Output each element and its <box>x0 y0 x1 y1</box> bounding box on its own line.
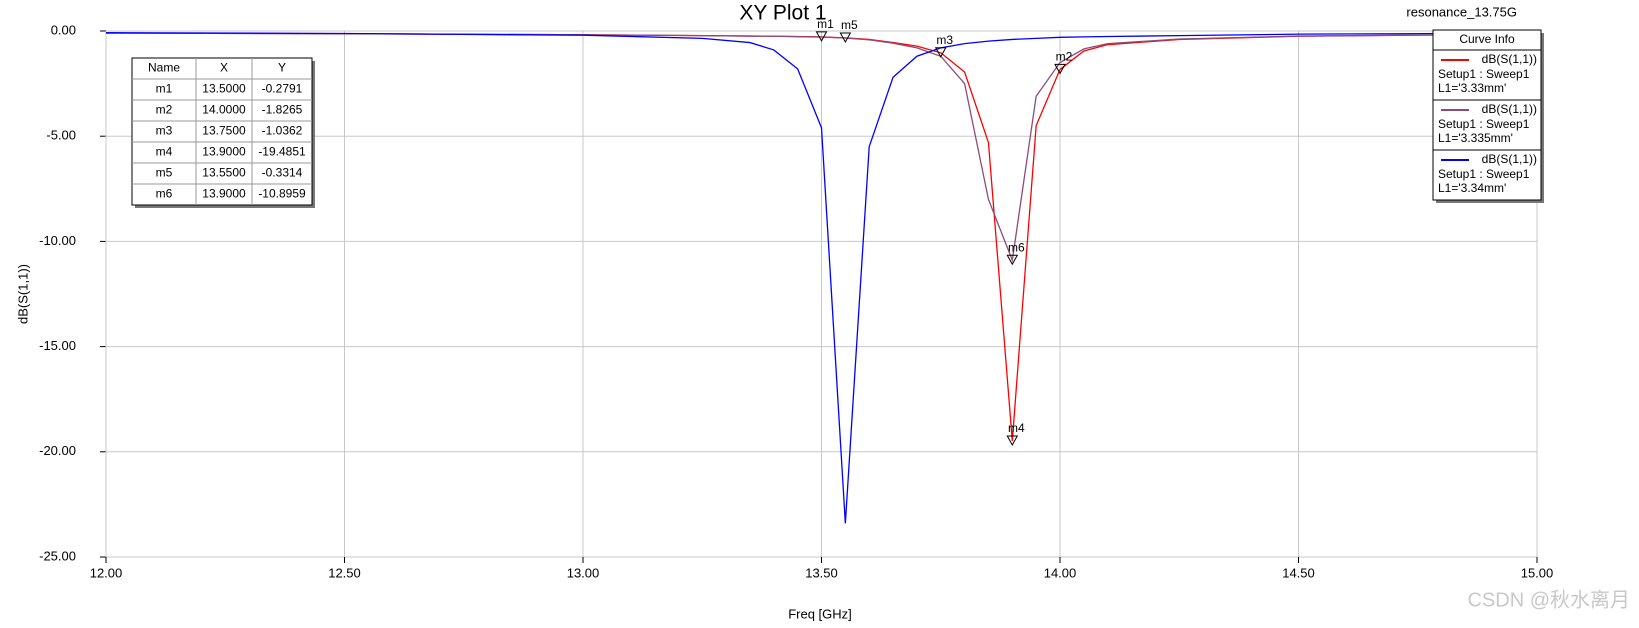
table-cell: -10.8959 <box>258 187 306 201</box>
table-cell: m5 <box>156 166 173 180</box>
marker-label: m5 <box>841 18 858 32</box>
y-tick-label: -20.00 <box>39 443 76 458</box>
table-cell: 13.5500 <box>202 166 246 180</box>
table-cell: m4 <box>156 145 173 159</box>
table-cell: 13.5000 <box>202 82 246 96</box>
x-tick-label: 13.50 <box>805 565 838 580</box>
marker-label: m6 <box>1008 240 1025 254</box>
table-cell: -0.3314 <box>262 166 303 180</box>
table-cell: 14.0000 <box>202 103 246 117</box>
series-line <box>105 32 1538 524</box>
marker-triangle <box>839 32 852 44</box>
x-axis-label: Freq [GHz] <box>788 606 852 621</box>
x-tick-label: 15.00 <box>1521 565 1554 580</box>
table-cell: m3 <box>156 124 173 138</box>
table-cell: -0.2791 <box>262 82 303 96</box>
legend-entry: dB(S(1,1)) <box>1482 152 1537 166</box>
table-cell: 13.9000 <box>202 145 246 159</box>
marker-label: m1 <box>817 17 834 31</box>
series-line <box>105 32 1538 263</box>
y-tick-label: -25.00 <box>39 548 76 563</box>
legend-title: Curve Info <box>1459 32 1515 46</box>
table-header: Name <box>148 61 180 75</box>
y-tick-label: -15.00 <box>39 338 76 353</box>
table-cell: m1 <box>156 82 173 96</box>
table-cell: m6 <box>156 187 173 201</box>
marker-triangle <box>934 47 947 58</box>
marker-triangle <box>1006 254 1019 266</box>
legend-variation: L1='3.34mm' <box>1438 181 1506 195</box>
x-tick-label: 14.00 <box>1044 565 1077 580</box>
marker-triangle <box>1054 63 1066 75</box>
legend <box>1432 29 1542 201</box>
legend-variation: L1='3.33mm' <box>1438 81 1506 95</box>
legend-variation: L1='3.335mm' <box>1438 131 1513 145</box>
y-axis-label: dB(S(1,1)) <box>15 264 30 324</box>
marker-triangle <box>815 31 828 42</box>
y-tick-label: -5.00 <box>46 128 76 143</box>
table-header: Y <box>278 61 286 75</box>
table-header: X <box>220 61 228 75</box>
legend-setup: Setup1 : Sweep1 <box>1438 167 1530 181</box>
marker-label: m4 <box>1008 421 1025 435</box>
marker-label: m2 <box>1056 50 1073 64</box>
table-cell: 13.9000 <box>202 187 246 201</box>
chart-title: XY Plot 1 <box>739 2 826 25</box>
x-tick-label: 12.00 <box>90 565 123 580</box>
marker-triangle <box>1006 435 1019 446</box>
x-tick-label: 14.50 <box>1282 565 1315 580</box>
table-cell: 13.7500 <box>202 124 246 138</box>
marker-label: m3 <box>936 33 953 47</box>
watermark: CSDN @秋水离月 <box>1467 588 1630 611</box>
y-tick-label: 0.00 <box>51 22 76 37</box>
legend-entry: dB(S(1,1)) <box>1482 52 1537 66</box>
legend-entry: dB(S(1,1)) <box>1482 102 1537 116</box>
x-tick-label: 13.00 <box>567 565 600 580</box>
table-cell: m2 <box>156 103 173 117</box>
x-tick-label: 12.50 <box>328 565 361 580</box>
table-cell: -19.4851 <box>258 145 306 159</box>
marker-table <box>131 57 313 206</box>
legend-setup: Setup1 : Sweep1 <box>1438 67 1530 81</box>
table-cell: -1.8265 <box>262 103 303 117</box>
y-tick-label: -10.00 <box>39 233 76 248</box>
legend-setup: Setup1 : Sweep1 <box>1438 117 1530 131</box>
table-cell: -1.0362 <box>262 124 303 138</box>
design-name: resonance_13.75G <box>1406 4 1517 19</box>
